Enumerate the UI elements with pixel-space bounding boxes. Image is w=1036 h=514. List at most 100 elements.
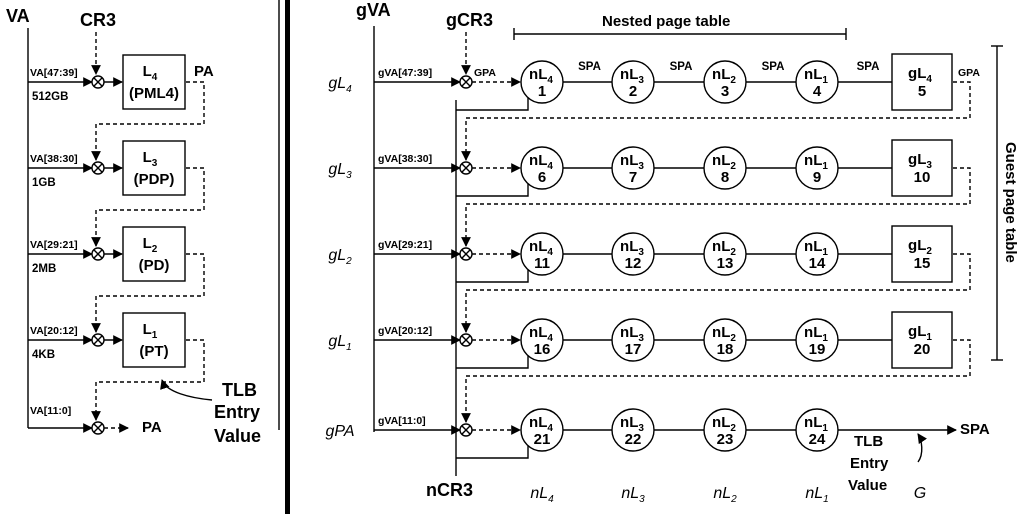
gva-bits-label: gVA[47:39] bbox=[378, 67, 432, 79]
feedback-arrow bbox=[91, 167, 205, 247]
nested-node-name: nL3 bbox=[620, 66, 644, 86]
nested-node-name: nL1 bbox=[804, 66, 828, 86]
multiply-node-x2 bbox=[461, 163, 471, 173]
nested-node-name: nL2 bbox=[712, 152, 736, 172]
gva-bits-label: gVA[11:0] bbox=[378, 415, 426, 427]
guest-table-box bbox=[891, 53, 953, 111]
multiply-node-x2 bbox=[93, 423, 103, 433]
tlb-right-2: Entry bbox=[850, 455, 889, 472]
nested-node-number: 23 bbox=[717, 431, 734, 448]
page-size-label: 1GB bbox=[32, 177, 56, 189]
va-bits-label: VA[29:21] bbox=[30, 239, 78, 251]
feedback-arrow bbox=[91, 253, 205, 333]
row-label: gL3 bbox=[328, 161, 352, 181]
tlb-left-2: Entry bbox=[214, 402, 260, 422]
gva-label: gVA bbox=[356, 0, 391, 20]
multiply-node-x2 bbox=[461, 335, 471, 345]
guest-table-box bbox=[891, 225, 953, 283]
gpa-feedback-arrow bbox=[461, 339, 971, 423]
tlb-left-3: Value bbox=[214, 426, 261, 446]
column-label: nL2 bbox=[713, 485, 737, 505]
column-label: nL1 bbox=[805, 485, 828, 505]
page-size-label: 2MB bbox=[32, 263, 56, 275]
nested-node-number: 7 bbox=[629, 169, 637, 186]
level-name: L3 bbox=[143, 149, 158, 169]
gpa-feedback-arrow bbox=[461, 81, 971, 161]
va-label: VA bbox=[6, 6, 30, 26]
column-label: G bbox=[914, 485, 926, 502]
column-label: nL4 bbox=[530, 485, 554, 505]
tlb-right-3: Value bbox=[848, 477, 887, 494]
nested-node-name: nL2 bbox=[712, 414, 736, 434]
level-box bbox=[122, 226, 186, 282]
level-desc: (PT) bbox=[139, 343, 168, 360]
feedback-arrow bbox=[91, 81, 205, 161]
nested-node-number: 6 bbox=[538, 169, 546, 186]
nested-node-name: nL2 bbox=[712, 324, 736, 344]
ncr3-tap bbox=[456, 98, 529, 111]
nested-node-name: nL2 bbox=[712, 238, 736, 258]
gva-bits-label: gVA[29:21] bbox=[378, 239, 432, 251]
guest-table-name: gL1 bbox=[908, 323, 932, 343]
gva-bits-label: gVA[38:30] bbox=[378, 153, 432, 165]
nested-node-name: nL4 bbox=[529, 66, 553, 86]
va-bits-label: VA[11:0] bbox=[30, 405, 71, 417]
level-box bbox=[122, 140, 186, 196]
guest-table-name: gL2 bbox=[908, 237, 932, 257]
level-name: L2 bbox=[143, 235, 158, 255]
gpa-label: GPA bbox=[958, 67, 980, 79]
nested-node-number: 1 bbox=[538, 83, 546, 100]
nested-node-number: 16 bbox=[534, 341, 551, 358]
nested-node-number: 8 bbox=[721, 169, 729, 186]
multiply-node-x2 bbox=[461, 77, 471, 87]
nested-node-name: nL3 bbox=[620, 238, 644, 258]
nested-node-name: nL4 bbox=[529, 414, 553, 434]
nested-node-name: nL1 bbox=[804, 324, 828, 344]
nested-node-number: 17 bbox=[625, 341, 642, 358]
spa-label: SPA bbox=[857, 61, 880, 73]
cr3-label: CR3 bbox=[80, 10, 116, 30]
nested-node-name: nL4 bbox=[529, 152, 553, 172]
guest-table-number: 10 bbox=[914, 169, 931, 186]
gpa-feedback-arrow bbox=[461, 253, 971, 333]
nested-node-number: 9 bbox=[813, 169, 821, 186]
pa-top-label: PA bbox=[194, 63, 214, 80]
row-label: gL4 bbox=[328, 75, 352, 95]
nested-node-number: 21 bbox=[534, 431, 551, 448]
row-label: gPA bbox=[325, 423, 354, 440]
nested-node-name: nL1 bbox=[804, 152, 828, 172]
row-label: gL1 bbox=[328, 333, 351, 353]
nested-node-name: nL2 bbox=[712, 66, 736, 86]
nested-node-name: nL3 bbox=[620, 152, 644, 172]
guest-table-box bbox=[891, 139, 953, 197]
guest-table-box bbox=[891, 311, 953, 369]
gpa-label: GPA bbox=[474, 67, 496, 79]
nested-node-number: 22 bbox=[625, 431, 642, 448]
guest-page-table-title: Guest page table bbox=[1002, 142, 1019, 263]
spa-label: SPA bbox=[762, 61, 785, 73]
nested-node-name: nL3 bbox=[620, 414, 644, 434]
nested-node-number: 4 bbox=[813, 83, 822, 100]
guest-table-number: 15 bbox=[914, 255, 931, 272]
row-label: gL2 bbox=[328, 247, 352, 267]
va-bits-label: VA[20:12] bbox=[30, 325, 78, 337]
nested-node-number: 13 bbox=[717, 255, 734, 272]
nested-node-number: 14 bbox=[809, 255, 826, 272]
ncr3-label: nCR3 bbox=[426, 480, 473, 500]
level-desc: (PD) bbox=[139, 257, 170, 274]
multiply-node-x2 bbox=[93, 249, 103, 259]
ncr3-tap bbox=[456, 270, 529, 283]
multiply-node-x2 bbox=[93, 335, 103, 345]
spa-label: SPA bbox=[578, 61, 601, 73]
nested-node-number: 19 bbox=[809, 341, 826, 358]
spa-label: SPA bbox=[670, 61, 693, 73]
nested-node-name: nL4 bbox=[529, 238, 553, 258]
gpa-feedback-arrow bbox=[461, 167, 971, 247]
nested-node-number: 2 bbox=[629, 83, 637, 100]
va-bits-label: VA[38:30] bbox=[30, 153, 78, 165]
va-bits-label: VA[47:39] bbox=[30, 67, 78, 79]
level-desc: (PDP) bbox=[134, 171, 175, 188]
nested-node-number: 24 bbox=[809, 431, 826, 448]
multiply-node-x2 bbox=[93, 163, 103, 173]
